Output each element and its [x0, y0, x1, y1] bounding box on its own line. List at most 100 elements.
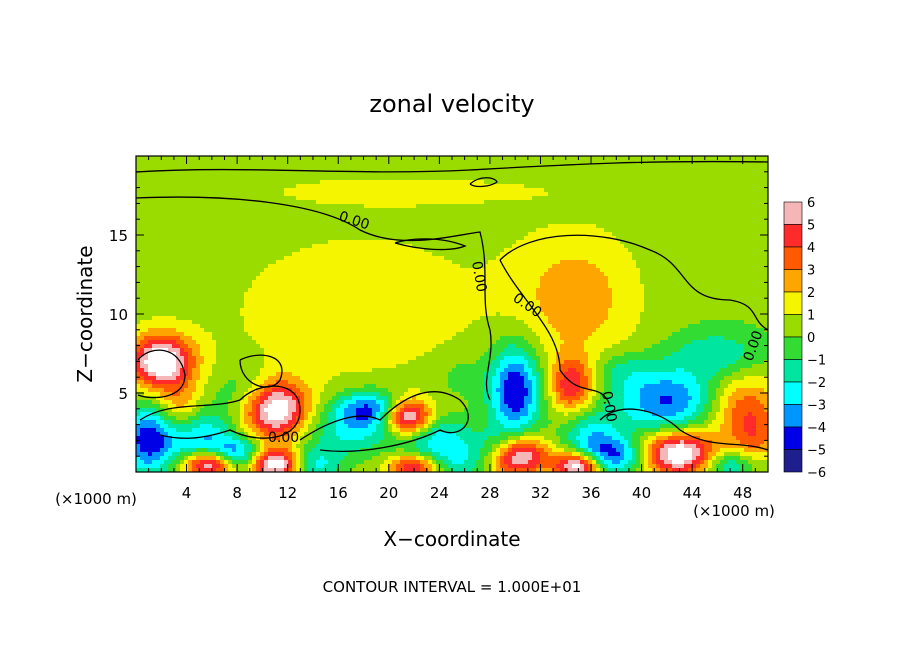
field-cell	[536, 268, 541, 273]
field-cell	[196, 220, 201, 225]
field-cell	[492, 236, 497, 241]
field-cell	[420, 252, 425, 257]
field-cell	[712, 188, 717, 193]
field-cell	[284, 192, 289, 197]
field-cell	[532, 224, 537, 229]
field-cell	[644, 180, 649, 185]
field-cell	[484, 200, 489, 205]
field-cell	[384, 156, 389, 161]
field-cell	[684, 168, 689, 173]
field-cell	[388, 184, 393, 189]
field-cell	[324, 272, 329, 277]
field-cell	[168, 236, 173, 241]
field-cell	[440, 232, 445, 237]
field-cell	[504, 216, 509, 221]
field-cell	[280, 228, 285, 233]
field-cell	[676, 248, 681, 253]
field-cell	[704, 224, 709, 229]
field-cell	[716, 176, 721, 181]
field-cell	[668, 268, 673, 273]
field-cell	[144, 224, 149, 229]
field-cell	[256, 224, 261, 229]
field-cell	[700, 248, 705, 253]
field-cell	[296, 180, 301, 185]
field-cell	[592, 160, 597, 165]
field-cell	[712, 176, 717, 181]
field-cell	[400, 184, 405, 189]
field-cell	[220, 236, 225, 241]
field-cell	[152, 156, 157, 161]
field-cell	[548, 240, 553, 245]
field-cell	[648, 256, 653, 261]
field-cell	[280, 280, 285, 285]
field-cell	[148, 192, 153, 197]
field-cell	[164, 220, 169, 225]
field-cell	[628, 164, 633, 169]
field-cell	[204, 204, 209, 209]
field-cell	[324, 228, 329, 233]
field-cell	[276, 204, 281, 209]
field-cell	[604, 188, 609, 193]
field-cell	[556, 268, 561, 273]
field-cell	[588, 176, 593, 181]
field-cell	[676, 184, 681, 189]
field-cell	[756, 172, 761, 177]
field-cell	[348, 204, 353, 209]
field-cell	[732, 176, 737, 181]
field-cell	[508, 172, 513, 177]
field-cell	[380, 164, 385, 169]
field-cell	[596, 228, 601, 233]
field-cell	[268, 180, 273, 185]
field-cell	[248, 160, 253, 165]
field-cell	[424, 176, 429, 181]
field-cell	[148, 160, 153, 165]
field-cell	[436, 264, 441, 269]
field-cell	[480, 268, 485, 273]
field-cell	[212, 204, 217, 209]
field-cell	[416, 212, 421, 217]
field-cell	[564, 220, 569, 225]
field-cell	[312, 180, 317, 185]
field-cell	[352, 204, 357, 209]
field-cell	[348, 208, 353, 213]
field-cell	[556, 228, 561, 233]
field-cell	[456, 196, 461, 201]
field-cell	[192, 276, 197, 281]
field-cell	[432, 256, 437, 261]
field-cell	[520, 268, 525, 273]
field-cell	[508, 176, 513, 181]
field-cell	[616, 228, 621, 233]
field-cell	[756, 220, 761, 225]
field-cell	[656, 168, 661, 173]
field-cell	[724, 264, 729, 269]
field-cell	[648, 192, 653, 197]
field-cell	[512, 156, 517, 161]
field-cell	[524, 260, 529, 265]
field-cell	[532, 256, 537, 261]
field-cell	[296, 192, 301, 197]
field-cell	[632, 200, 637, 205]
field-cell	[764, 236, 768, 241]
field-cell	[236, 188, 241, 193]
field-cell	[472, 228, 477, 233]
field-cell	[544, 244, 549, 249]
field-cell	[332, 204, 337, 209]
field-cell	[704, 276, 709, 281]
field-cell	[628, 260, 633, 265]
field-cell	[516, 244, 521, 249]
field-cell	[192, 156, 197, 161]
field-cell	[408, 212, 413, 217]
field-cell	[500, 184, 505, 189]
field-cell	[240, 188, 245, 193]
field-cell	[720, 156, 725, 161]
field-cell	[332, 188, 337, 193]
field-cell	[284, 180, 289, 185]
field-cell	[688, 244, 693, 249]
field-cell	[392, 232, 397, 237]
field-cell	[296, 212, 301, 217]
field-cell	[748, 260, 753, 265]
field-cell	[608, 168, 613, 173]
field-cell	[484, 240, 489, 245]
field-cell	[148, 232, 153, 237]
field-cell	[472, 272, 477, 277]
